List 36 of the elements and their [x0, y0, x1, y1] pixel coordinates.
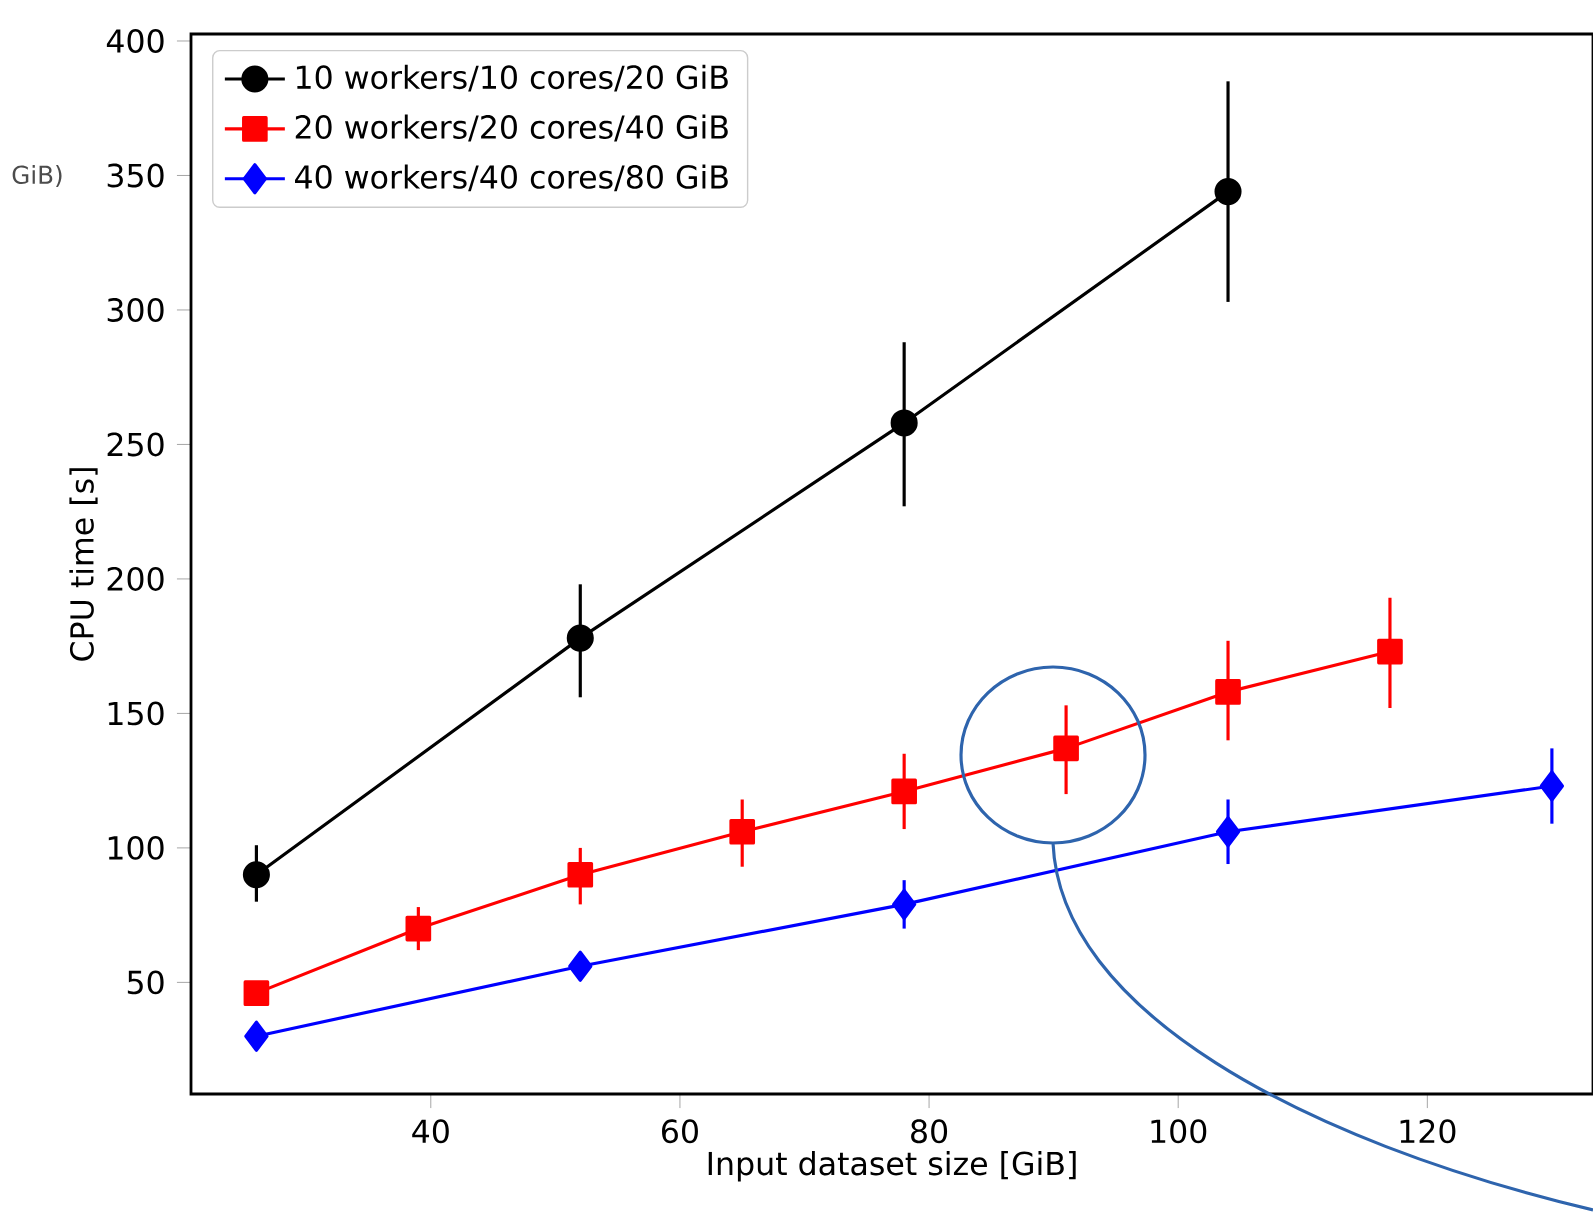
point	[405, 915, 432, 942]
x-tick-label: 60	[662, 1119, 698, 1144]
x-tick-label: 40	[412, 1119, 449, 1144]
point	[567, 861, 594, 888]
point	[568, 950, 593, 982]
point	[1377, 638, 1403, 665]
point	[892, 888, 917, 921]
y-tick-label: 150	[108, 701, 164, 726]
point	[1539, 770, 1565, 802]
point	[729, 818, 756, 845]
y-tick-label: 100	[108, 835, 164, 860]
x-axis-title: Input dataset size [GiB]	[708, 1150, 1076, 1182]
x-tick-label: 80	[911, 1119, 948, 1144]
legend-label: 20 workers/20 cores/40 GiB	[295, 114, 728, 142]
point	[1053, 735, 1079, 762]
x-tick-label: 120	[1400, 1119, 1456, 1144]
point	[1215, 679, 1241, 705]
point	[1215, 816, 1241, 848]
y-tick-label: 200	[107, 566, 164, 591]
point	[1214, 178, 1242, 206]
y-tick-label: 300	[107, 297, 164, 322]
point	[243, 980, 270, 1006]
y-tick-label: 400	[106, 29, 164, 53]
point	[566, 624, 594, 652]
point	[890, 409, 918, 437]
x-tick-label: 100	[1151, 1119, 1207, 1144]
point	[891, 778, 917, 805]
y-tick-label: 50	[127, 970, 164, 995]
point	[242, 861, 270, 889]
legend-label: 10 workers/10 cores/20 GiB	[296, 64, 728, 92]
point	[244, 1020, 269, 1052]
y-axis-title: CPU time [s]	[69, 468, 98, 661]
text: GiB)	[12, 165, 62, 187]
y-tick-label: 350	[107, 163, 164, 188]
legend-label: 40 workers/40 cores/80 GiB	[295, 164, 728, 192]
y-tick-label: 250	[107, 432, 164, 457]
